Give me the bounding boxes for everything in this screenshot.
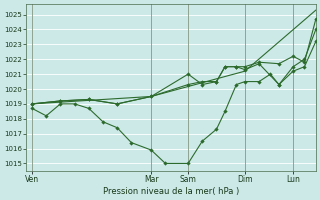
X-axis label: Pression niveau de la mer( hPa ): Pression niveau de la mer( hPa ) bbox=[103, 187, 239, 196]
